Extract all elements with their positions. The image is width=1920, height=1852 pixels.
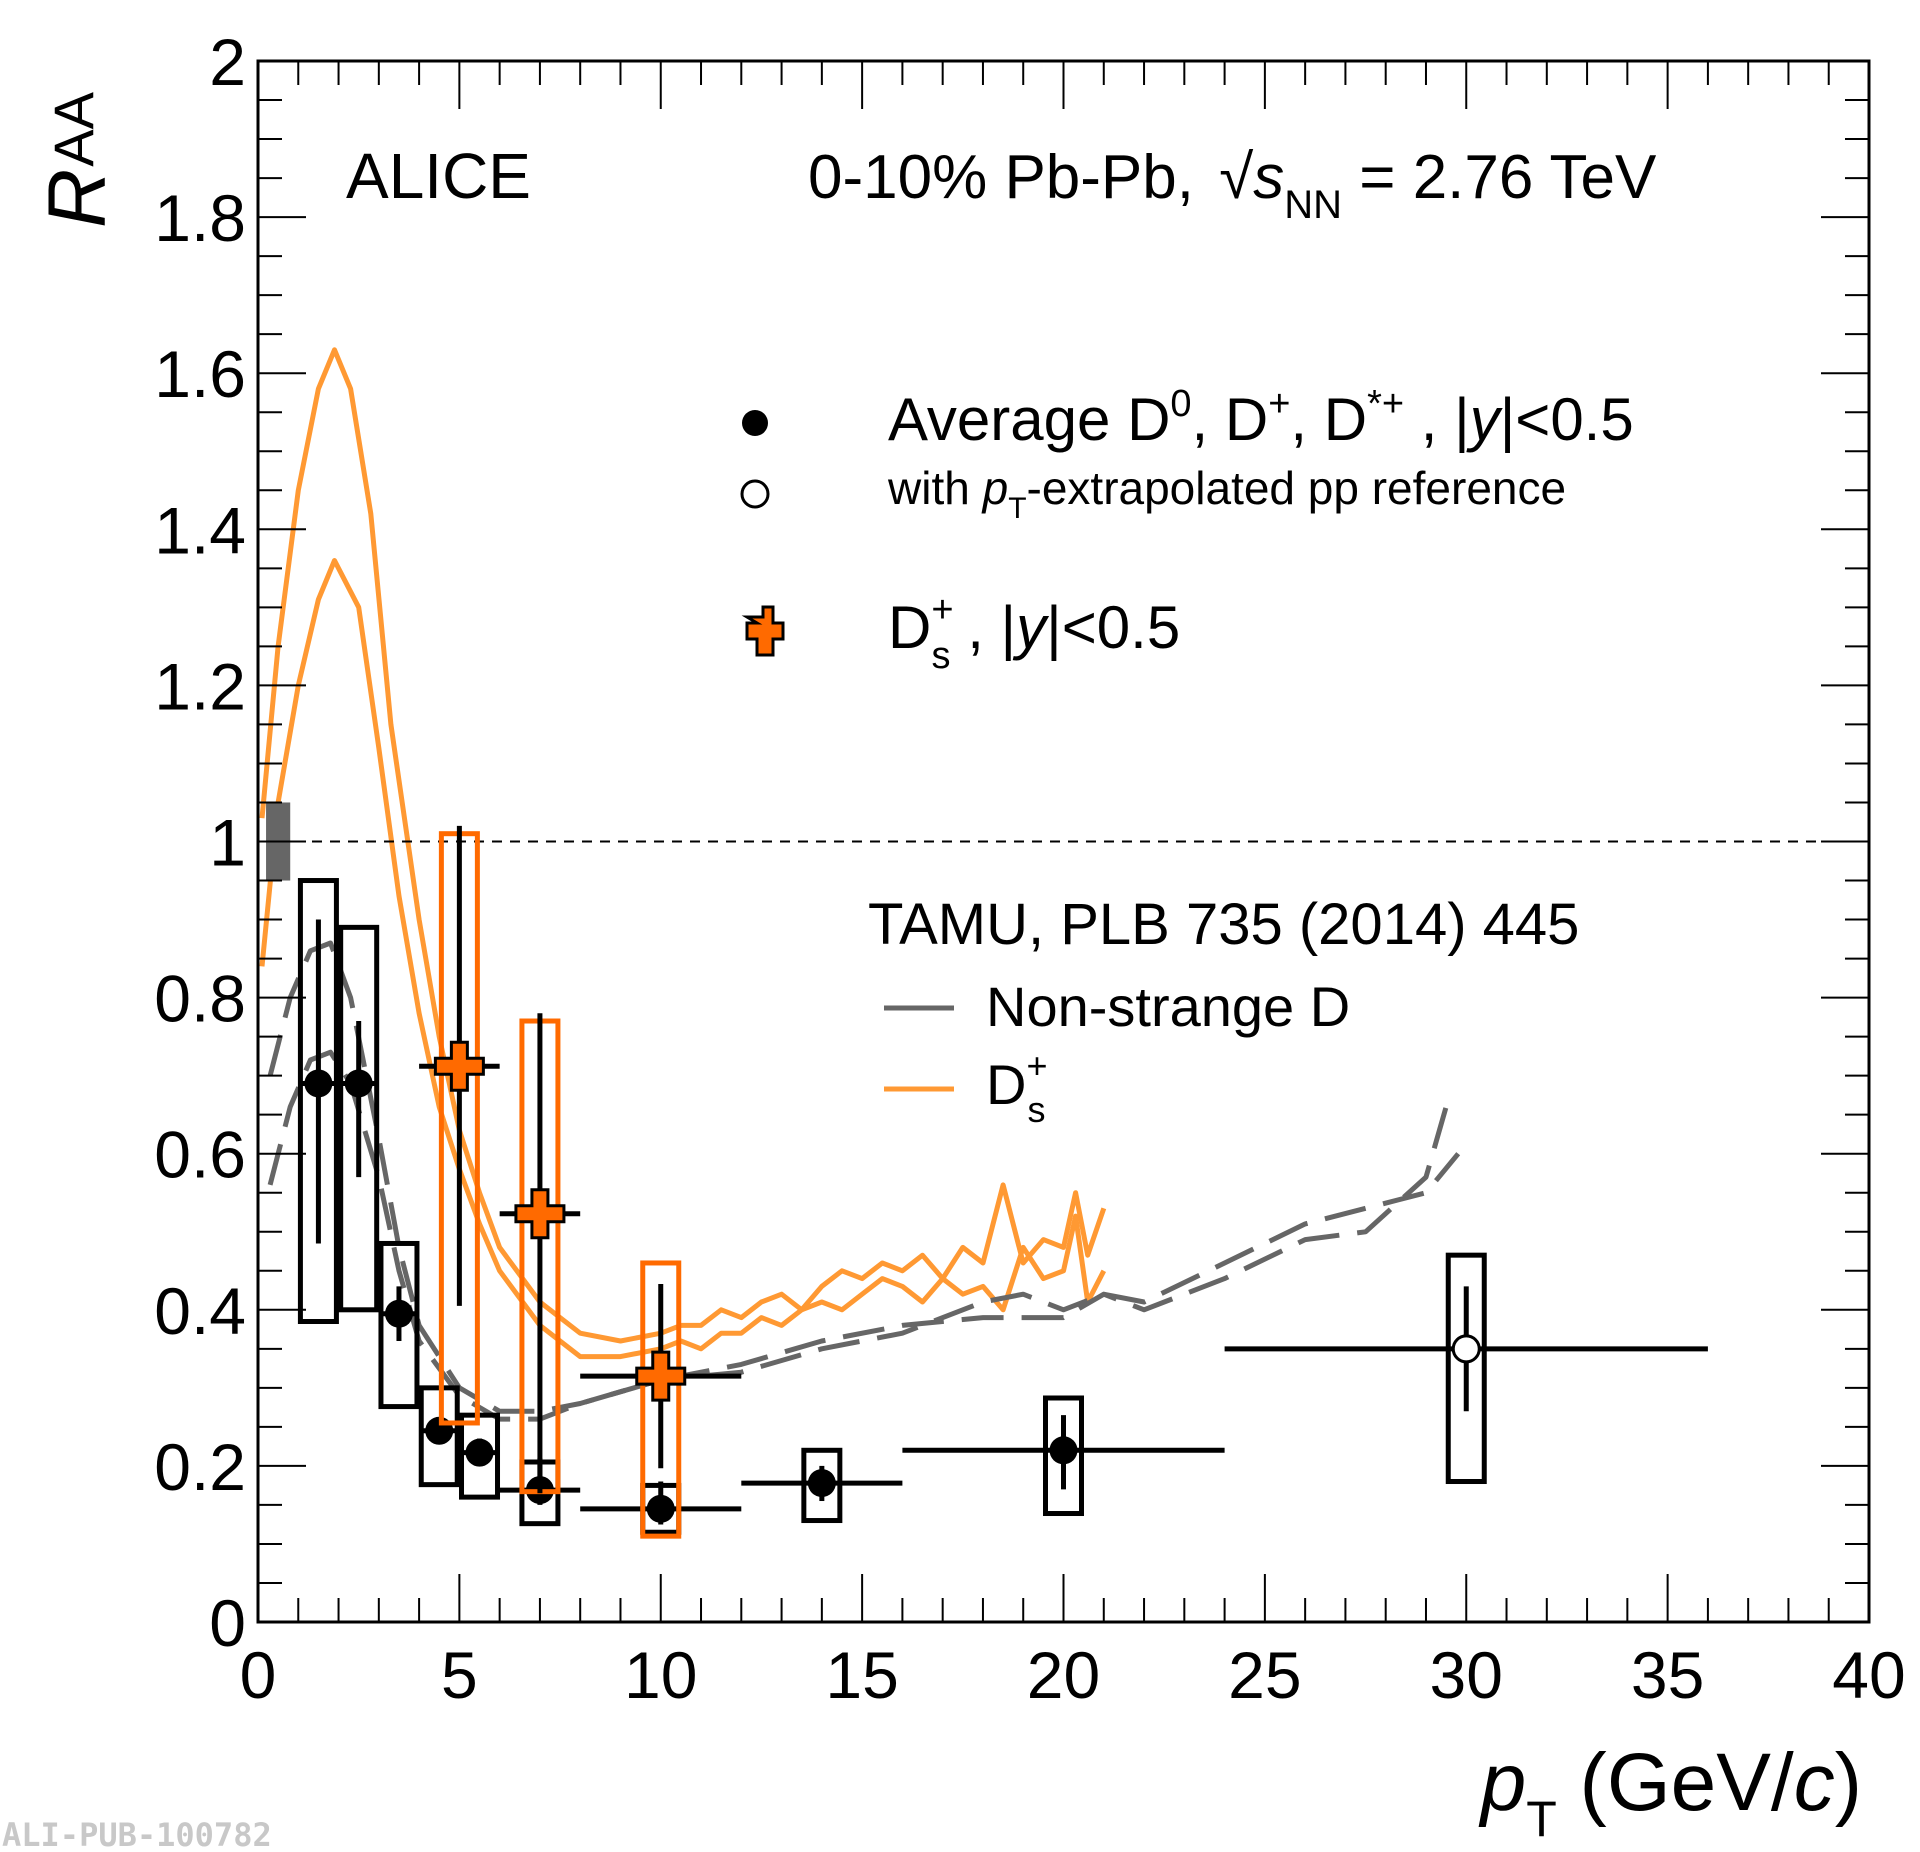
syst-error-box — [297, 878, 339, 1325]
syst-error-box — [378, 1240, 420, 1410]
y-tick-label: 2 — [209, 25, 246, 99]
legend-entry-nonstrange: Non-strange D — [986, 975, 1350, 1038]
x-tick-label: 25 — [1228, 1638, 1301, 1712]
data-point-ds-cross — [514, 1188, 566, 1240]
data-point-filled — [344, 1069, 373, 1098]
data-point-filled — [807, 1469, 836, 1498]
data-point-filled — [465, 1438, 494, 1467]
legend-entry-ds-model: D+ s — [986, 1045, 1047, 1130]
data-point-ds-cross — [635, 1350, 687, 1402]
y-axis-title: RAA — [32, 91, 123, 228]
x-tick-label: 20 — [1027, 1638, 1100, 1712]
model-curve-nonstrange — [267, 1049, 1461, 1422]
axis-labels: RAA pT (GeV/c) — [32, 91, 1862, 1847]
x-axis-title: pT (GeV/c) — [1478, 1737, 1862, 1847]
x-tick-label: 35 — [1631, 1638, 1704, 1712]
data-point-filled — [646, 1494, 675, 1523]
data-points — [297, 825, 1708, 1539]
reference-line — [258, 802, 1869, 881]
legend-filled-circle-icon — [742, 410, 768, 436]
legend: Average D0, D+, D*+ , |y|<0.5 with pT-ex… — [740, 383, 1634, 1130]
collision-system-label: 0-10% Pb-Pb, √sNN = 2.76 TeV — [808, 143, 1657, 227]
y-tick-label: 1.4 — [154, 493, 246, 567]
y-tick-label: 0.6 — [154, 1118, 246, 1192]
syst-error-box — [640, 1260, 682, 1539]
watermark: ALI-PUB-100782 — [2, 1816, 272, 1852]
y-tick-label: 0.4 — [154, 1274, 246, 1348]
x-tick-label: 40 — [1832, 1638, 1905, 1712]
data-point-ds-cross — [433, 1040, 485, 1092]
y-tick-label: 1.6 — [154, 337, 246, 411]
data-point-filled — [1049, 1436, 1078, 1465]
y-tick-label: 1.2 — [154, 649, 246, 723]
y-tick-label: 0 — [209, 1586, 246, 1660]
x-tick-label: 0 — [240, 1638, 277, 1712]
syst-error-box — [1043, 1395, 1084, 1517]
legend-open-circle-icon — [740, 479, 770, 509]
data-point-open — [1451, 1334, 1481, 1364]
legend-entry-extrapolated: with pT-extrapolated pp reference — [887, 462, 1566, 525]
data-point-filled — [384, 1299, 413, 1328]
model-curves — [259, 347, 1461, 1422]
axes: 0 5 10 15 20 25 30 35 40 0 0.2 0.4 0.6 0.8 1 1.2 1.4 1.6 1… — [154, 25, 1905, 1712]
x-tick-label: 30 — [1430, 1638, 1503, 1712]
data-point-filled — [304, 1069, 333, 1098]
syst-error-box — [338, 924, 380, 1313]
x-tick-label: 10 — [624, 1638, 697, 1712]
model-reference-label: TAMU, PLB 735 (2014) 445 — [868, 892, 1579, 957]
y-tick-label: 1.8 — [154, 181, 246, 255]
annotations: ALICE 0-10% Pb-Pb, √sNN = 2.76 TeV TAMU,… — [2, 140, 1657, 1852]
model-curve-nonstrange — [267, 940, 1449, 1414]
model-curve-ds — [259, 347, 1107, 1344]
y-tick-label: 0.2 — [154, 1430, 246, 1504]
legend-orange-cross-icon — [741, 605, 785, 657]
legend-entry-ds: D+ s , |y|<0.5 — [888, 589, 1180, 677]
legend-entry-average-d: Average D0, D+, D*+ , |y|<0.5 — [888, 383, 1634, 453]
x-tick-label: 5 — [441, 1638, 478, 1712]
syst-error-box — [1445, 1252, 1487, 1485]
y-tick-label: 1 — [209, 806, 246, 880]
experiment-label: ALICE — [346, 140, 531, 212]
x-tick-label: 15 — [825, 1638, 898, 1712]
y-tick-label: 0.8 — [154, 962, 246, 1036]
